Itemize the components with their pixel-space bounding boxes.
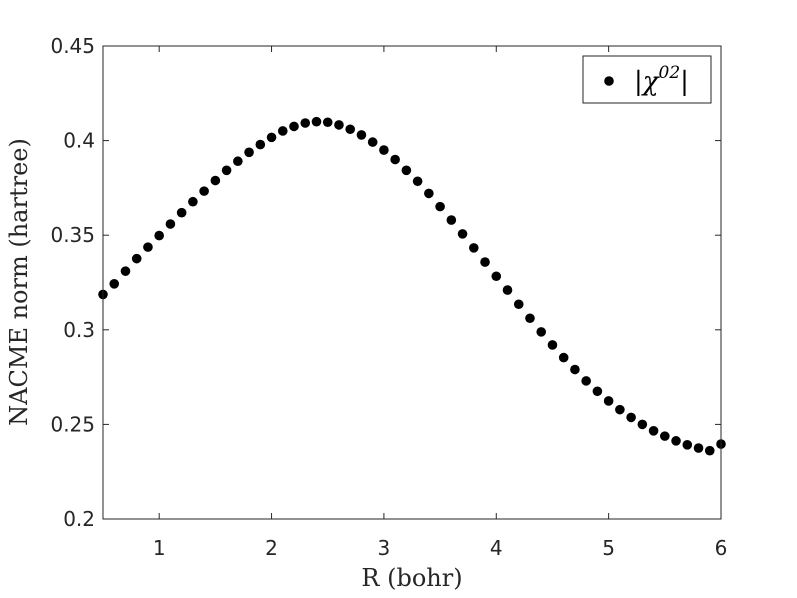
data-point [704,445,715,456]
x-tick-label: 5 [602,536,615,560]
data-point [199,186,209,196]
data-point [671,436,681,446]
data-points [98,116,726,456]
data-point [424,188,434,199]
data-point [356,130,367,140]
legend-label-prefix: |χ [634,67,661,97]
data-point [536,327,547,337]
data-point [603,396,614,406]
data-point [289,121,299,132]
x-tick-label: 3 [378,536,391,560]
legend-label-suffix: | [680,67,689,97]
data-point [221,165,232,176]
data-point [513,299,524,310]
y-tick-label: 0.4 [63,129,95,153]
data-point [446,215,457,225]
y-tick-labels: 0.2 0.25 0.3 0.35 0.4 0.45 [50,34,95,531]
data-point [581,376,591,386]
data-point [345,124,356,135]
y-tick-label: 0.45 [50,34,95,58]
x-tick-label: 6 [715,536,728,560]
data-point [390,154,400,165]
data-point [660,431,670,441]
data-point [109,279,120,289]
data-point [379,145,389,155]
x-tick-label: 4 [490,536,503,560]
data-point [480,257,490,267]
data-point [401,165,412,176]
data-point [491,271,502,282]
legend-marker [604,76,614,86]
data-point [244,147,254,158]
data-point [615,404,625,415]
data-point [154,230,164,241]
x-tick-label: 1 [153,536,166,560]
y-tick-label: 0.2 [63,507,95,531]
legend-box [582,55,712,104]
data-point [266,132,277,143]
data-point [626,412,636,423]
data-point [547,340,558,350]
data-point [558,352,569,363]
y-axis-label: NACME norm (hartree) [5,138,33,426]
data-point [277,126,288,136]
legend: |χ02| [582,55,712,104]
data-point [165,219,176,229]
data-point [120,266,131,276]
data-point [131,253,142,264]
y-tick-label: 0.35 [50,223,95,247]
y-tick-label: 0.3 [63,318,95,342]
data-point [682,440,693,450]
data-point [367,137,378,147]
x-axis-label: R (bohr) [361,564,462,592]
data-point [648,426,659,436]
data-point [176,207,187,218]
data-point [311,116,322,127]
data-point [502,285,513,295]
data-point [570,364,580,375]
data-point [143,242,153,252]
data-point [255,139,266,150]
x-tick-labels: 1 2 3 4 5 6 [153,536,728,560]
y-tick-label: 0.25 [50,412,95,436]
data-point [592,386,603,397]
data-point [457,229,468,239]
data-point [233,156,243,167]
data-point [334,120,344,130]
data-point [210,175,221,186]
plot-background [103,46,721,519]
legend-label-superscript: 02 [659,63,681,83]
data-point [322,117,333,128]
data-point [693,443,704,453]
data-point [525,313,535,324]
data-point [188,196,198,207]
legend-label: |χ02| [634,63,689,97]
data-point [435,201,445,212]
data-point [300,118,311,128]
data-point [637,419,648,430]
x-tick-label: 2 [265,536,278,560]
data-point [412,176,423,187]
axes-box [102,45,722,520]
data-point [469,243,479,253]
